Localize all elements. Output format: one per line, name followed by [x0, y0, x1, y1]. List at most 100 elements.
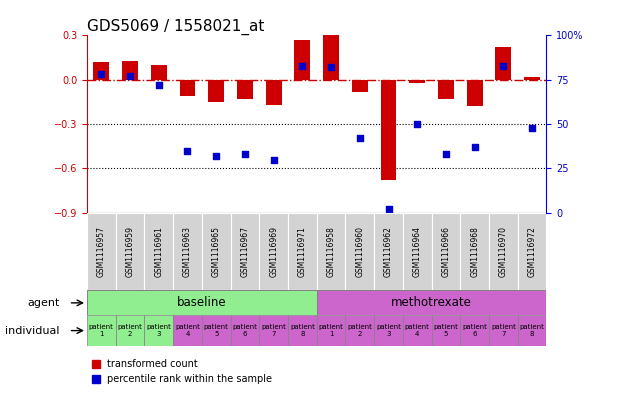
Legend: transformed count, percentile rank within the sample: transformed count, percentile rank withi… — [92, 359, 273, 384]
Bar — [179, 80, 196, 96]
Bar — [460, 213, 489, 290]
Bar — [460, 315, 489, 346]
Text: patient
3: patient 3 — [376, 324, 401, 337]
Bar — [260, 315, 288, 346]
Bar — [87, 315, 116, 346]
Bar — [489, 213, 518, 290]
Bar — [87, 213, 116, 290]
Text: GSM1116972: GSM1116972 — [528, 226, 537, 277]
Text: patient
5: patient 5 — [433, 324, 458, 337]
Text: patient
7: patient 7 — [261, 324, 286, 337]
Text: patient
1: patient 1 — [89, 324, 114, 337]
Text: patient
4: patient 4 — [175, 324, 200, 337]
Bar — [496, 47, 511, 80]
Point — [211, 153, 221, 159]
Text: GSM1116965: GSM1116965 — [212, 226, 220, 277]
Text: patient
6: patient 6 — [232, 324, 257, 337]
Text: GSM1116967: GSM1116967 — [240, 226, 250, 277]
Text: patient
3: patient 3 — [147, 324, 171, 337]
Bar — [345, 213, 374, 290]
Text: patient
2: patient 2 — [347, 324, 372, 337]
Text: GSM1116971: GSM1116971 — [298, 226, 307, 277]
Point — [125, 73, 135, 79]
Bar — [381, 80, 396, 180]
Bar — [467, 80, 483, 107]
Text: GSM1116961: GSM1116961 — [154, 226, 163, 277]
Bar — [323, 35, 339, 80]
Point — [412, 121, 422, 127]
Bar — [116, 315, 145, 346]
Bar — [518, 213, 546, 290]
Bar — [317, 213, 345, 290]
Bar — [151, 65, 166, 80]
Text: GSM1116957: GSM1116957 — [97, 226, 106, 277]
Bar — [266, 80, 281, 105]
Point — [240, 151, 250, 157]
Text: patient
5: patient 5 — [204, 324, 229, 337]
Bar — [524, 77, 540, 80]
Text: patient
8: patient 8 — [520, 324, 545, 337]
Text: patient
4: patient 4 — [405, 324, 430, 337]
Bar — [317, 315, 345, 346]
Text: GSM1116964: GSM1116964 — [413, 226, 422, 277]
Bar — [352, 80, 368, 92]
Point — [154, 82, 164, 88]
Bar — [87, 290, 317, 315]
Bar — [202, 213, 230, 290]
Bar — [260, 213, 288, 290]
Point — [441, 151, 451, 157]
Bar — [432, 315, 460, 346]
Bar — [432, 213, 460, 290]
Point — [527, 125, 537, 131]
Text: GDS5069 / 1558021_at: GDS5069 / 1558021_at — [87, 19, 265, 35]
Point — [96, 71, 106, 77]
Point — [326, 64, 336, 70]
Text: baseline: baseline — [177, 296, 227, 309]
Text: GSM1116958: GSM1116958 — [327, 226, 335, 277]
Bar — [202, 315, 230, 346]
Point — [355, 135, 365, 141]
Point — [469, 144, 479, 150]
Text: patient
7: patient 7 — [491, 324, 516, 337]
Bar — [317, 290, 546, 315]
Bar — [145, 213, 173, 290]
Text: GSM1116963: GSM1116963 — [183, 226, 192, 277]
Text: GSM1116962: GSM1116962 — [384, 226, 393, 277]
Text: GSM1116968: GSM1116968 — [470, 226, 479, 277]
Text: GSM1116970: GSM1116970 — [499, 226, 508, 277]
Bar — [116, 213, 145, 290]
Bar — [288, 315, 317, 346]
Bar — [173, 315, 202, 346]
Text: patient
1: patient 1 — [319, 324, 343, 337]
Text: patient
8: patient 8 — [290, 324, 315, 337]
Bar — [230, 315, 260, 346]
Bar — [409, 80, 425, 83]
Text: GSM1116959: GSM1116959 — [125, 226, 135, 277]
Bar — [173, 213, 202, 290]
Point — [384, 206, 394, 212]
Text: agent: agent — [27, 298, 60, 308]
Bar — [294, 40, 310, 80]
Text: patient
6: patient 6 — [462, 324, 487, 337]
Text: GSM1116966: GSM1116966 — [442, 226, 450, 277]
Text: GSM1116960: GSM1116960 — [355, 226, 365, 277]
Bar — [145, 315, 173, 346]
Bar — [489, 315, 518, 346]
Point — [499, 62, 509, 69]
Bar — [374, 213, 403, 290]
Bar — [438, 80, 454, 99]
Point — [269, 156, 279, 163]
Bar — [237, 80, 253, 99]
Point — [183, 147, 193, 154]
Bar — [122, 61, 138, 80]
Bar — [208, 80, 224, 102]
Text: methotrexate: methotrexate — [391, 296, 472, 309]
Bar — [345, 315, 374, 346]
Text: patient
2: patient 2 — [117, 324, 142, 337]
Bar — [403, 315, 432, 346]
Bar — [230, 213, 260, 290]
Bar — [288, 213, 317, 290]
Text: GSM1116969: GSM1116969 — [269, 226, 278, 277]
Text: individual: individual — [5, 325, 60, 336]
Bar — [403, 213, 432, 290]
